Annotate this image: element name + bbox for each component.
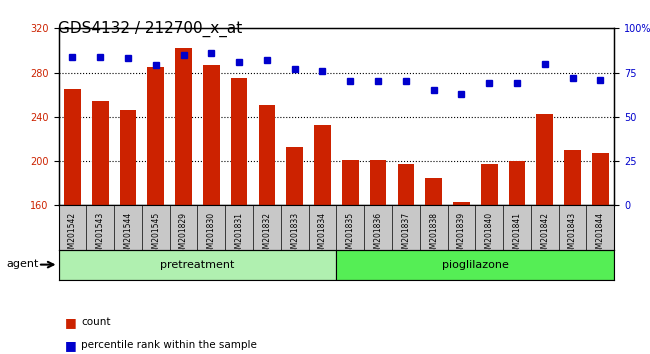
Text: pioglilazone: pioglilazone [442,259,509,270]
Bar [148,67,164,354]
Text: GSM201836: GSM201836 [374,212,383,258]
Text: percentile rank within the sample: percentile rank within the sample [81,340,257,350]
Bar [287,147,303,354]
Text: GSM201832: GSM201832 [263,212,272,258]
Text: GSM201544: GSM201544 [124,212,133,258]
Text: GSM201839: GSM201839 [457,212,466,258]
Text: GSM201843: GSM201843 [568,212,577,258]
Text: GSM201545: GSM201545 [151,212,161,258]
Text: GSM201838: GSM201838 [429,212,438,258]
Bar [64,89,81,354]
Text: GSM201842: GSM201842 [540,212,549,258]
Bar [176,48,192,354]
Bar [481,164,497,354]
Bar [259,105,275,354]
Text: GSM201835: GSM201835 [346,212,355,258]
Bar [120,110,136,354]
Text: count: count [81,317,110,327]
Text: GSM201840: GSM201840 [485,212,494,258]
Text: GSM201841: GSM201841 [512,212,521,258]
Text: GDS4132 / 212700_x_at: GDS4132 / 212700_x_at [58,21,242,38]
Bar [58,250,337,280]
Bar [231,78,248,354]
Bar [453,202,470,354]
Bar [564,150,581,354]
Text: ■: ■ [65,339,77,352]
Bar [509,161,525,354]
Bar [342,160,359,354]
Bar [314,125,331,354]
Bar [592,153,608,354]
Bar [337,250,614,280]
Text: GSM201834: GSM201834 [318,212,327,258]
Text: agent: agent [6,259,39,269]
Text: GSM201542: GSM201542 [68,212,77,258]
Text: ■: ■ [65,316,77,329]
Text: GSM201831: GSM201831 [235,212,244,258]
Bar [536,114,553,354]
Bar [425,178,442,354]
Text: pretreatment: pretreatment [161,259,235,270]
Bar [370,160,386,354]
Text: GSM201830: GSM201830 [207,212,216,258]
Text: GSM201543: GSM201543 [96,212,105,258]
Text: GSM201844: GSM201844 [596,212,605,258]
Bar [203,65,220,354]
Text: GSM201833: GSM201833 [290,212,299,258]
Bar [398,164,414,354]
Text: GSM201837: GSM201837 [401,212,410,258]
Bar [92,101,109,354]
Text: GSM201829: GSM201829 [179,212,188,258]
